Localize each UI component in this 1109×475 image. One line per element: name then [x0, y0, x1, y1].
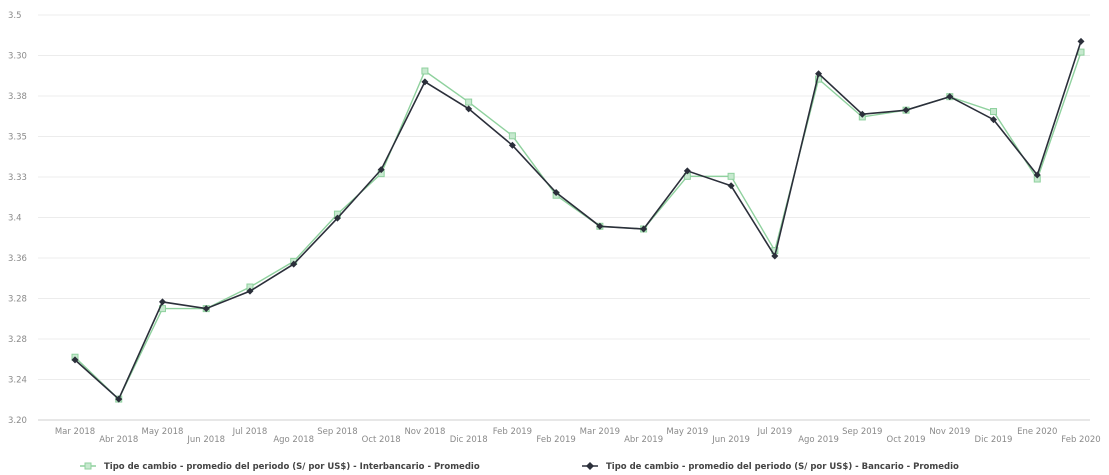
data-point[interactable] — [508, 141, 516, 149]
x-tick-label: Ago 2018 — [273, 435, 314, 445]
legend-label-bancario: Tipo de cambio - promedio del periodo (S… — [606, 462, 959, 472]
data-point[interactable] — [858, 110, 866, 118]
series-bancario — [71, 37, 1085, 403]
data-point[interactable] — [683, 167, 691, 175]
y-tick-label: 3.20 — [8, 416, 27, 426]
x-tick-label: Jun 2019 — [711, 435, 750, 445]
y-tick-label: 3.24 — [8, 376, 27, 386]
data-point[interactable] — [1077, 37, 1085, 45]
data-point[interactable] — [552, 189, 560, 197]
gridlines — [38, 14, 1090, 421]
x-tick-label: Jul 2019 — [757, 427, 793, 437]
x-tick-label: Ene 2020 — [1017, 427, 1057, 437]
data-point[interactable] — [290, 260, 298, 268]
data-point[interactable] — [333, 214, 341, 222]
data-point[interactable] — [246, 287, 254, 295]
y-tick-label: 3.36 — [8, 254, 27, 264]
x-tick-label: Feb 2019 — [536, 435, 575, 445]
series-lines — [71, 37, 1085, 403]
x-tick-label: Mar 2018 — [55, 427, 95, 437]
legend-item-bancario[interactable]: Tipo de cambio - promedio del periodo (S… — [582, 462, 959, 472]
data-point[interactable] — [902, 106, 910, 114]
y-tick-label: 3.28 — [8, 295, 27, 305]
x-tick-label: Abr 2018 — [99, 435, 138, 445]
y-tick-label: 3.5 — [8, 11, 22, 21]
x-tick-label: Dic 2019 — [975, 435, 1013, 445]
legend-label-interbancario: Tipo de cambio - promedio del periodo (S… — [104, 462, 480, 472]
data-point[interactable] — [158, 298, 166, 306]
data-point[interactable] — [640, 225, 648, 233]
data-point[interactable] — [815, 70, 823, 78]
x-tick-label: May 2018 — [142, 427, 184, 437]
y-tick-label: 3.4 — [8, 214, 22, 224]
x-tick-label: Nov 2018 — [404, 427, 445, 437]
y-axis-tick-labels: 3.20 3.24 3.28 3.28 3.36 3.4 3.33 3.35 3.38 3.30 3… — [8, 11, 27, 426]
y-tick-label: 3.33 — [8, 173, 27, 183]
legend-diamond-marker-icon — [586, 462, 594, 470]
x-tick-label: Jul 2018 — [232, 427, 268, 437]
data-point[interactable] — [465, 105, 473, 113]
x-tick-label: Jun 2018 — [186, 435, 225, 445]
x-tick-label: Feb 2020 — [1061, 435, 1100, 445]
data-point[interactable] — [465, 98, 473, 106]
x-tick-label: Abr 2019 — [624, 435, 663, 445]
series-line — [74, 41, 1082, 401]
x-tick-label: Nov 2019 — [929, 427, 970, 437]
y-tick-label: 3.30 — [8, 52, 27, 62]
x-tick-label: Oct 2018 — [362, 435, 401, 445]
data-point[interactable] — [377, 166, 385, 174]
data-point[interactable] — [771, 252, 779, 260]
x-tick-label: Feb 2019 — [493, 427, 532, 437]
y-tick-label: 3.28 — [8, 335, 27, 345]
data-point[interactable] — [115, 395, 123, 403]
x-tick-label: Oct 2019 — [887, 435, 926, 445]
x-tick-label: Sep 2019 — [842, 427, 882, 437]
y-tick-label: 3.35 — [8, 133, 27, 143]
x-tick-label: Dic 2018 — [450, 435, 488, 445]
data-point[interactable] — [990, 108, 998, 116]
series-line — [74, 51, 1082, 401]
legend-square-marker-icon — [84, 462, 92, 470]
data-point[interactable] — [596, 222, 604, 230]
data-point[interactable] — [421, 78, 429, 86]
data-point[interactable] — [727, 182, 735, 190]
data-point[interactable] — [508, 132, 516, 140]
data-point[interactable] — [990, 116, 998, 124]
data-point[interactable] — [202, 305, 210, 313]
x-tick-label: Sep 2018 — [317, 427, 357, 437]
legend-item-interbancario[interactable]: Tipo de cambio - promedio del periodo (S… — [80, 462, 480, 472]
data-point[interactable] — [421, 67, 429, 75]
data-point[interactable] — [727, 172, 735, 180]
data-point[interactable] — [1033, 171, 1041, 179]
x-tick-label: May 2019 — [666, 427, 708, 437]
y-tick-label: 3.38 — [8, 92, 27, 102]
data-point[interactable] — [71, 356, 79, 364]
x-tick-label: Ago 2019 — [798, 435, 839, 445]
legend: Tipo de cambio - promedio del periodo (S… — [80, 462, 959, 472]
x-tick-label: Mar 2019 — [580, 427, 620, 437]
data-point[interactable] — [946, 93, 954, 101]
